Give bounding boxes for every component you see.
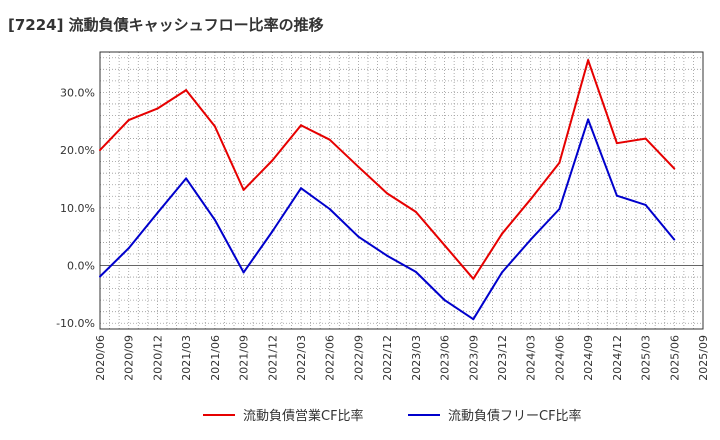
y-tick-label: 20.0% [60,144,95,157]
grid-lines [100,52,703,329]
data-point [558,207,561,210]
data-point [242,271,245,274]
data-point [271,230,274,233]
data-point [587,59,590,62]
legend: 流動負債営業CF比率 流動負債フリーCF比率 [0,405,720,425]
data-point [242,188,245,191]
data-point [300,124,302,127]
data-point [99,275,101,278]
data-point [127,119,130,122]
x-tick-label: 2020/09 [123,335,136,381]
data-point [213,218,216,221]
data-point [587,118,590,121]
data-point [271,159,274,162]
data-point [156,107,159,110]
x-tick-label: 2022/12 [381,335,394,381]
x-tick-label: 2023/03 [410,335,423,381]
data-point [644,137,647,140]
x-tick-label: 2023/06 [439,335,452,381]
y-tick-label: 10.0% [60,202,95,215]
x-tick-label: 2021/09 [238,335,251,381]
data-point [615,142,618,145]
x-tick-label: 2025/03 [640,335,653,381]
data-point [472,318,475,321]
x-tick-label: 2022/06 [324,335,337,381]
y-tick-label: -10.0% [56,317,95,330]
y-tick-label: 0.0% [67,260,95,273]
y-tick-label: 30.0% [60,86,95,99]
data-point [501,271,503,274]
data-point [443,299,446,302]
x-tick-label: 2025/06 [668,335,681,381]
data-point [529,198,532,201]
data-point [673,238,676,241]
x-tick-label: 2023/12 [496,335,509,381]
data-point [185,177,188,180]
x-tick-label: 2024/12 [611,335,624,381]
x-tick-label: 2020/06 [94,335,107,381]
data-point [213,125,216,128]
x-tick-label: 2021/12 [266,335,279,381]
legend-label-operating-cf: 流動負債営業CF比率 [243,409,364,424]
x-tick-label: 2023/09 [467,335,480,381]
x-axis-ticks: 2020/06 2020/09 2020/12 2021/03 2021/06 2021/… [94,335,710,381]
x-tick-label: 2021/03 [180,335,193,381]
data-point [644,203,647,206]
x-tick-label: 2025/09 [697,335,710,381]
data-point [501,232,503,235]
x-tick-label: 2024/03 [525,335,538,381]
data-point [414,210,417,213]
legend-item-free-cf: 流動負債フリーCF比率 [408,405,582,424]
data-point [472,277,475,280]
data-point [414,270,417,273]
data-point [99,149,101,152]
legend-label-free-cf: 流動負債フリーCF比率 [448,409,582,424]
plot-frame [99,51,704,330]
data-point [386,192,389,195]
data-point [529,238,532,241]
data-point [615,194,618,197]
data-point [300,187,302,190]
data-point [328,138,331,141]
x-tick-label: 2022/09 [352,335,365,381]
legend-swatch-operating-cf [203,413,235,416]
data-point [156,212,159,215]
chart-title: [7224] 流動負債キャッシュフロー比率の推移 [8,16,324,34]
data-point [673,167,676,170]
data-point [443,244,446,247]
x-tick-label: 2024/06 [553,335,566,381]
legend-item-operating-cf: 流動負債営業CF比率 [203,405,364,424]
x-tick-label: 2022/03 [295,335,308,381]
data-point [558,161,561,164]
y-axis-ticks: 30.0% 20.0% 10.0% 0.0% -10.0% [56,86,95,330]
legend-swatch-free-cf [408,413,440,416]
data-point [357,235,360,238]
data-point [127,247,130,250]
data-point [357,165,360,168]
data-point [386,254,389,257]
series-lines [99,59,676,321]
x-tick-label: 2020/12 [151,335,164,381]
x-tick-label: 2024/09 [582,335,595,381]
data-point [185,89,188,92]
x-tick-label: 2021/06 [209,335,222,381]
data-point [328,207,331,210]
